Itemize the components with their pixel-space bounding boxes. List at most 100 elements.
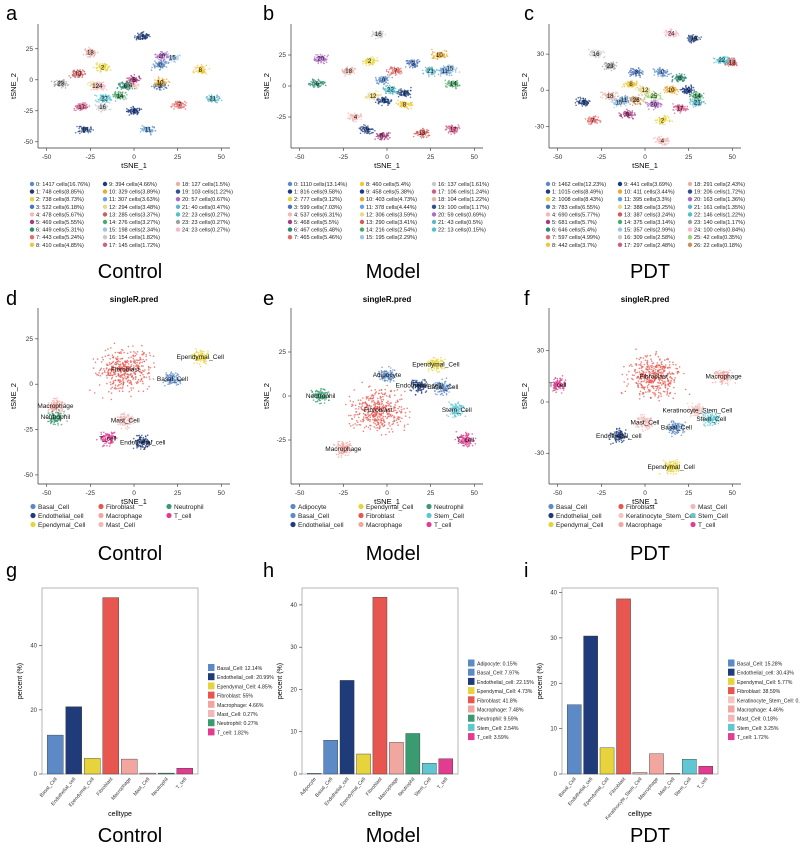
data-point	[599, 55, 601, 57]
data-point	[150, 69, 153, 71]
data-point	[75, 109, 77, 112]
data-point	[700, 36, 703, 38]
data-point	[105, 88, 108, 91]
legend-swatch	[287, 219, 293, 225]
data-point	[140, 35, 143, 37]
data-point	[119, 91, 121, 93]
data-point	[95, 105, 97, 107]
legend-swatch	[102, 212, 108, 217]
data-point	[177, 102, 180, 104]
data-point	[409, 101, 412, 104]
data-point	[96, 69, 98, 72]
point-cloud	[50, 31, 223, 136]
data-point	[600, 96, 602, 98]
legend-swatch	[359, 227, 365, 232]
data-point	[140, 108, 143, 110]
data-point	[104, 67, 106, 70]
cluster-label: 18	[345, 69, 352, 75]
panel-letter-f: f	[524, 288, 530, 310]
data-point	[386, 84, 389, 87]
data-point	[312, 81, 314, 84]
data-point	[663, 115, 666, 117]
data-point	[84, 72, 86, 75]
data-point	[588, 123, 590, 125]
data-point	[695, 91, 697, 93]
data-point	[685, 108, 688, 111]
legend-entry: 18: 104 cells(1.22%)	[438, 197, 489, 203]
data-point	[690, 85, 693, 87]
data-point	[83, 102, 86, 104]
data-point	[390, 99, 392, 101]
data-point	[639, 85, 641, 87]
x-tick-label: -50	[42, 154, 52, 161]
cluster-label: 22	[101, 96, 108, 102]
data-point	[731, 57, 733, 59]
data-point	[426, 129, 428, 131]
data-point	[217, 99, 220, 102]
data-point	[128, 79, 130, 81]
cluster-label: 19	[82, 127, 89, 133]
data-point	[165, 78, 168, 80]
legend-swatch	[175, 212, 181, 217]
data-point	[386, 98, 389, 100]
data-point	[136, 37, 138, 40]
data-point	[132, 82, 135, 84]
data-point	[196, 67, 198, 69]
data-point	[601, 97, 604, 99]
data-point	[79, 132, 81, 135]
data-point	[379, 81, 381, 83]
data-point	[98, 65, 100, 67]
data-point	[93, 52, 96, 54]
data-point	[360, 115, 363, 118]
data-point	[390, 71, 393, 74]
data-point	[365, 64, 368, 67]
data-point	[621, 86, 623, 88]
data-point	[96, 51, 99, 54]
data-point	[121, 81, 124, 83]
data-point	[102, 89, 105, 91]
data-point	[155, 88, 158, 90]
data-point	[313, 86, 315, 89]
panel-letter-b: b	[263, 3, 274, 25]
data-point	[666, 119, 668, 122]
data-point	[142, 31, 145, 33]
data-point	[93, 49, 96, 52]
data-point	[630, 112, 633, 114]
data-point	[129, 110, 132, 112]
data-point	[700, 94, 703, 96]
legend-swatch	[287, 189, 293, 194]
data-point	[53, 85, 56, 87]
data-point	[132, 105, 134, 108]
data-point	[649, 91, 651, 94]
data-point	[352, 71, 354, 73]
legend-entry: 19: 100 cells(1.17%)	[438, 205, 489, 211]
data-point	[456, 83, 459, 86]
data-point	[376, 57, 379, 59]
data-point	[668, 116, 670, 119]
data-point	[613, 106, 615, 109]
legend-entry: 14: 216 cells(2.54%)	[366, 228, 417, 234]
legend-entry: 2: 738 cells(8.73%)	[36, 197, 84, 203]
data-point	[365, 62, 367, 65]
legend-swatch	[431, 181, 437, 187]
legend-entry: 1: 748 cells(8.85%)	[36, 190, 84, 196]
data-point	[373, 57, 375, 60]
data-point	[126, 94, 128, 96]
data-point	[96, 100, 98, 103]
cluster-label: 11	[145, 127, 152, 133]
data-point	[673, 106, 675, 108]
data-point	[459, 84, 461, 86]
data-point	[372, 131, 374, 134]
data-point	[370, 56, 372, 59]
cluster-label: 23	[57, 82, 64, 88]
data-point	[684, 105, 686, 108]
data-point	[418, 60, 421, 62]
data-point	[374, 138, 376, 140]
data-point	[658, 140, 660, 143]
data-point	[383, 138, 386, 141]
data-point	[612, 101, 614, 104]
data-point	[357, 114, 360, 117]
data-point	[398, 92, 401, 94]
data-point	[313, 79, 315, 81]
data-point	[374, 76, 377, 79]
